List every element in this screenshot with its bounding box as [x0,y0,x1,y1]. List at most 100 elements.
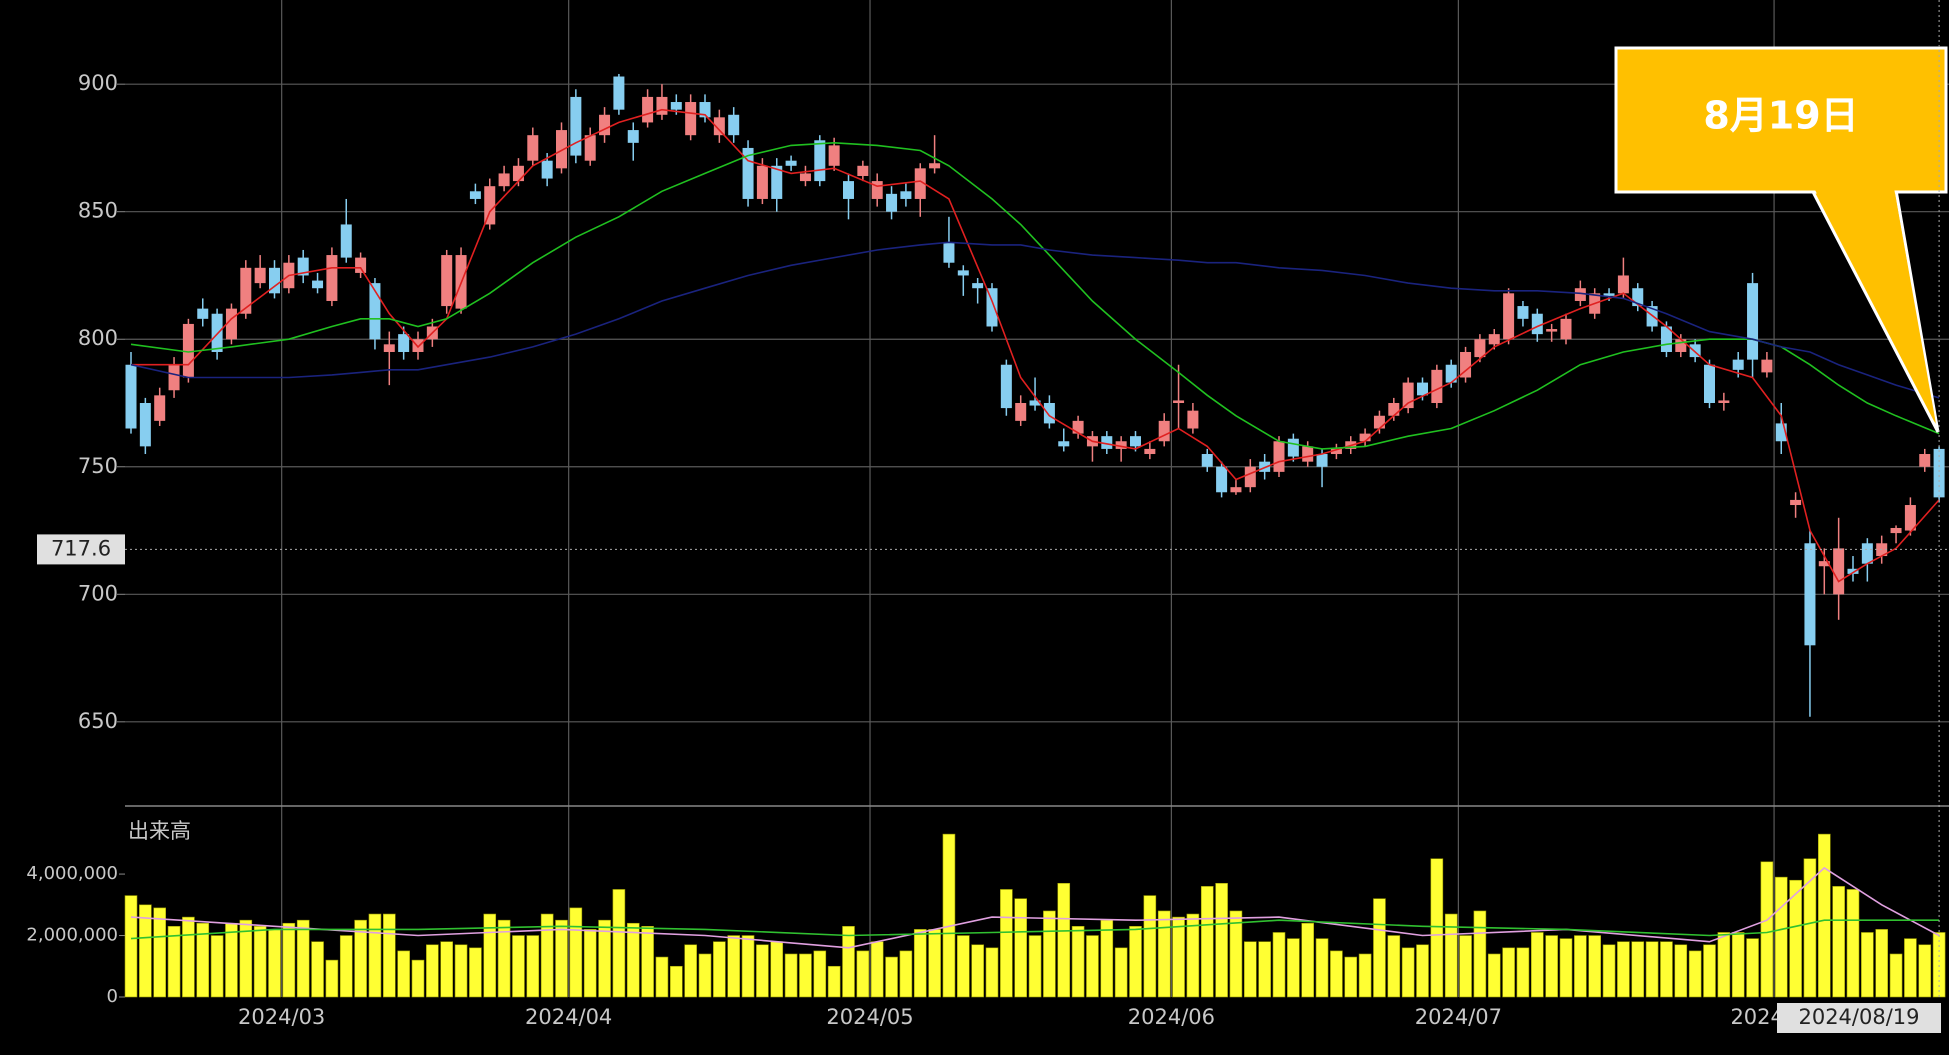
volume-bar [1531,932,1544,998]
candle-body [1517,306,1529,319]
volume-bar [756,944,769,998]
volume-bar [210,935,224,998]
candle-body [556,130,567,169]
volume-bar [1617,941,1630,998]
candle-body [197,308,209,319]
candle-body [756,165,768,199]
candle-body [1474,339,1486,358]
volume-tick-label: 0 [107,986,118,1007]
volume-bar [454,944,468,998]
volume-bar [827,965,841,998]
volume-bar [1588,935,1601,998]
candle-body [1015,403,1027,421]
candle-body [1058,441,1070,447]
volume-bar [1631,941,1645,998]
candle-body [369,283,381,340]
volume-bar [1746,938,1759,998]
volume-bar [239,919,253,998]
candle-body [670,102,682,110]
volume-bar [655,956,669,998]
volume-bar [282,922,296,998]
y-tick-label: 700 [78,581,118,605]
volume-bar [1516,947,1530,998]
moving-average-line [130,241,1940,399]
volume-bar [512,935,525,998]
volume-bar [1057,882,1071,998]
candle-body [785,160,797,166]
volume-bar [1487,953,1501,998]
candle-body [541,160,553,179]
volume-bar [1000,889,1013,998]
volume-bar [1043,910,1056,998]
volume-bar [1071,926,1085,998]
volume-bar [440,941,454,998]
candle-body [627,130,639,143]
volume-bar [497,919,511,998]
volume-bar [669,965,683,998]
candle-body [914,168,926,199]
volume-bar [153,907,166,998]
candle-body [742,147,754,199]
volume-bar [1157,910,1171,998]
candle-body [1833,548,1845,595]
candle-body [527,135,539,161]
volume-bar [124,895,138,998]
volume-bar [368,913,382,998]
candle-body [1617,275,1629,294]
volume-bar [598,919,611,998]
volume-bar [540,913,554,998]
volume-bar [1832,886,1845,998]
volume-bar [1301,922,1314,998]
candle-body [512,165,524,182]
candle-body [1043,403,1055,424]
volume-bar [1846,889,1860,998]
volume-bar [483,913,497,998]
volume-bar [1774,876,1788,998]
candle-body [799,173,811,182]
volume-pane [124,833,1946,998]
candle-body [642,96,654,123]
volume-bar [1086,935,1099,998]
volume-bar [1602,944,1616,998]
volume-bar [1344,956,1358,998]
candle-body [814,140,826,182]
volume-bar [1559,938,1573,998]
candle-body [484,186,496,225]
candle-body [1115,441,1127,449]
callout-text: 8月19日 [1703,94,1858,138]
volume-bar [942,833,956,998]
candle-body [1660,326,1672,352]
x-tick-label: 2024/04 [525,1005,612,1029]
candle-body [1187,410,1199,429]
candle-body [728,114,740,136]
candle-body [498,173,510,187]
candle-body [139,403,151,447]
candle-body [1244,466,1256,488]
volume-bar [1315,938,1329,998]
candle-body [1790,499,1802,506]
candle-body [1689,344,1701,358]
volume-bar [1459,935,1472,998]
volume-bar [1430,858,1444,998]
volume-bar [1129,926,1142,998]
volume-bar [1272,932,1286,998]
candle-body [1603,293,1615,296]
callout-joint [1814,188,1936,424]
volume-bar [1358,953,1372,998]
candle-body [972,283,984,289]
volume-bar [727,935,741,998]
candle-body [412,339,424,352]
candle-body [1531,313,1543,335]
candle-body [326,255,338,301]
volume-bar [1100,919,1114,998]
date-marker-box [1777,1003,1941,1033]
candle-body [871,181,883,199]
volume-bar [956,935,970,998]
volume-bar [612,889,626,998]
candle-body [211,313,223,352]
volume-tick-label: 2,000,000 [26,925,118,946]
volume-bar [569,907,583,998]
candle-body [1704,364,1715,403]
volume-bar [1688,950,1702,998]
candle-body [1072,420,1084,434]
